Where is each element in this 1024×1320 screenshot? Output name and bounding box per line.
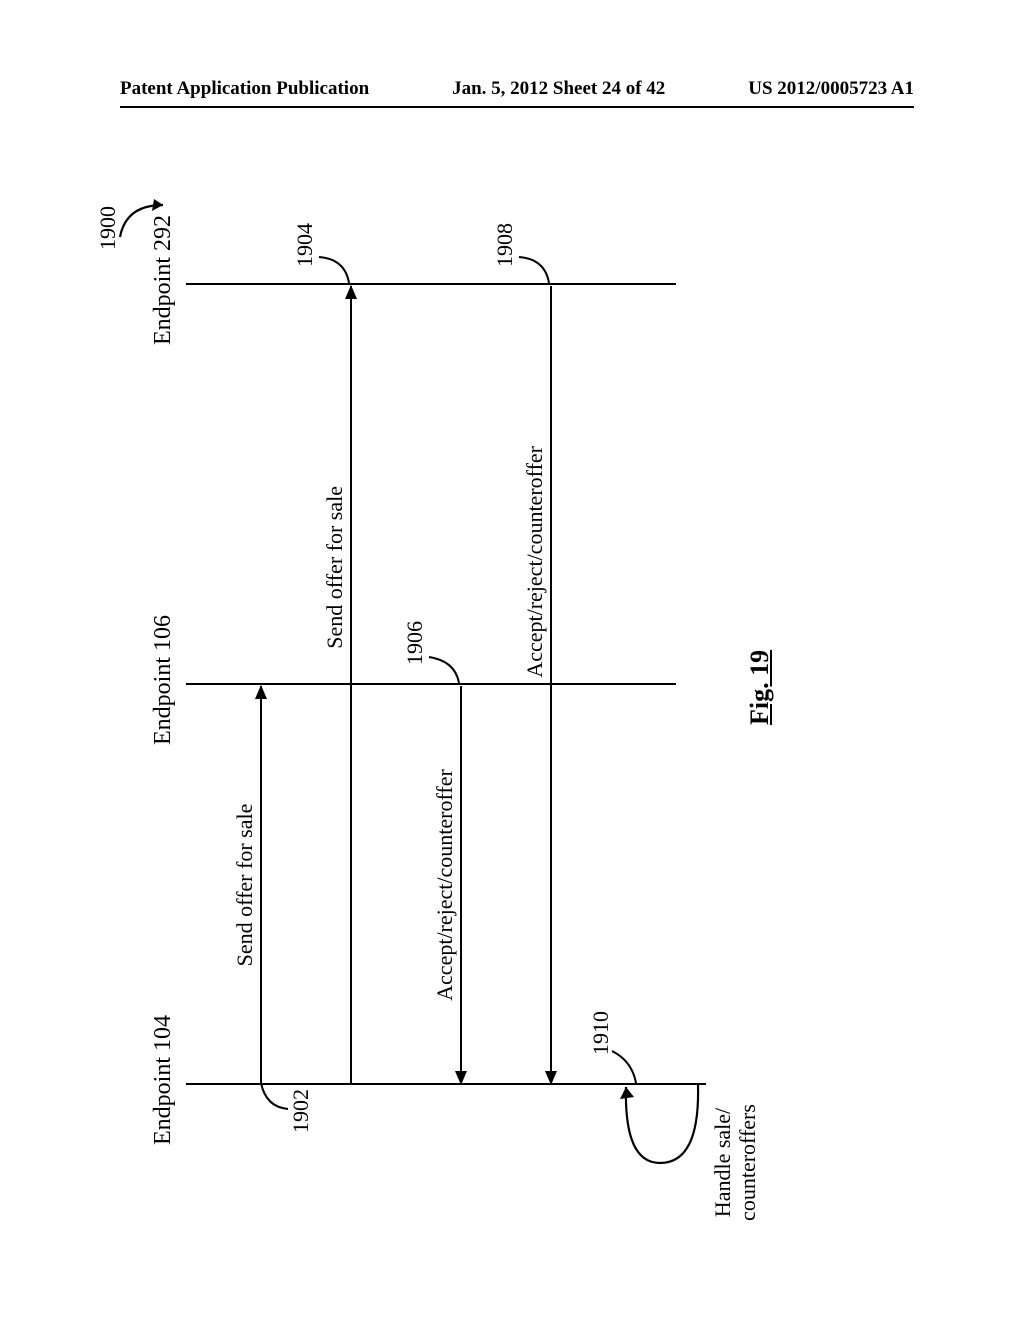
arrowhead-left-icon	[545, 1071, 557, 1085]
self-loop-label-line2: counteroffers	[735, 1080, 760, 1245]
header-rule	[120, 106, 914, 108]
ref-1906-hook-icon	[425, 653, 461, 687]
arrow-1906: Accept/reject/counteroffer	[460, 686, 462, 1084]
header-center: Jan. 5, 2012 Sheet 24 of 42	[452, 78, 665, 100]
self-loop-label-line1: Handle sale/	[710, 1080, 735, 1245]
arrowhead-right-icon	[255, 685, 267, 699]
header-row: Patent Application Publication Jan. 5, 2…	[120, 78, 914, 100]
ref-1904: 1904	[292, 223, 318, 267]
arrow-1902: Send offer for sale	[260, 686, 262, 1084]
lifeline-ep292	[186, 283, 676, 285]
header-right: US 2012/0005723 A1	[748, 78, 914, 100]
arrow-1908-label: Accept/reject/counteroffer	[522, 446, 548, 678]
diagram-wrapper: 1900 Endpoint 104 Endpoint 106 Endpoint …	[150, 165, 870, 1205]
arrow-1902-label: Send offer for sale	[232, 804, 258, 967]
page-header: Patent Application Publication Jan. 5, 2…	[0, 78, 1024, 108]
arrow-1908: Accept/reject/counteroffer	[550, 286, 552, 1084]
ref-1902: 1902	[288, 1089, 314, 1133]
ref-1910: 1910	[588, 1011, 614, 1055]
ref-1904-hook-icon	[315, 253, 351, 287]
ref-1908-hook-icon	[515, 253, 551, 287]
self-loop-arrow-icon	[620, 1073, 710, 1173]
lifeline-label-ep104: Endpoint 104	[150, 1015, 177, 1145]
ref-1908: 1908	[492, 223, 518, 267]
ref-1902-hook-icon	[260, 1079, 290, 1113]
lifeline-label-ep106: Endpoint 106	[150, 615, 177, 745]
header-left: Patent Application Publication	[120, 78, 369, 100]
ref-1906: 1906	[402, 621, 428, 665]
arrow-1906-label: Accept/reject/counteroffer	[432, 769, 458, 1001]
arrowhead-left-icon	[455, 1071, 467, 1085]
figure-label: Fig. 19	[745, 650, 775, 725]
self-loop-label: Handle sale/ counteroffers	[710, 1080, 761, 1245]
ref-1910-hook-icon	[610, 1045, 640, 1085]
sequence-diagram: 1900 Endpoint 104 Endpoint 106 Endpoint …	[150, 165, 870, 1205]
arrow-1904: Send offer for sale	[350, 286, 352, 1084]
arrowhead-right-icon	[345, 285, 357, 299]
arrow-1904-label: Send offer for sale	[322, 486, 348, 649]
lifeline-label-ep292: Endpoint 292	[150, 215, 177, 345]
